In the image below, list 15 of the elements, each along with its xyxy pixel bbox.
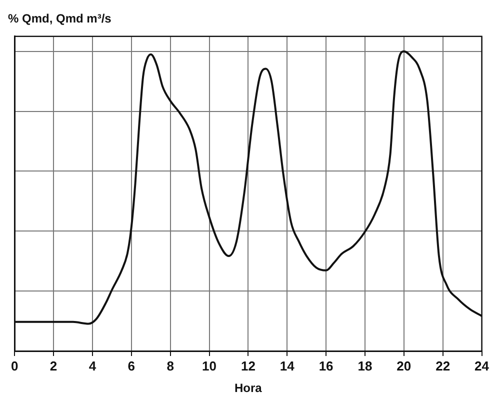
x-tick-label: 16 (318, 358, 334, 374)
x-tick-label: 8 (166, 358, 174, 374)
x-tick-label: 12 (240, 358, 256, 374)
x-tick-label: 22 (436, 358, 450, 374)
x-tick-label: 24 (474, 358, 490, 374)
x-axis-title: Hora (234, 381, 262, 396)
y-axis-title: % Qmd, Qmd m³/s (8, 12, 112, 26)
x-tick-label: 6 (128, 358, 136, 374)
x-tick-label: 2 (50, 358, 58, 374)
x-tick-label: 14 (280, 358, 296, 374)
x-tick-label: 4 (88, 358, 97, 374)
x-tick-label: 18 (358, 358, 372, 374)
x-tick-label: 20 (396, 358, 412, 374)
x-tick-label: 0 (11, 358, 18, 374)
x-tick-label: 10 (202, 358, 216, 374)
